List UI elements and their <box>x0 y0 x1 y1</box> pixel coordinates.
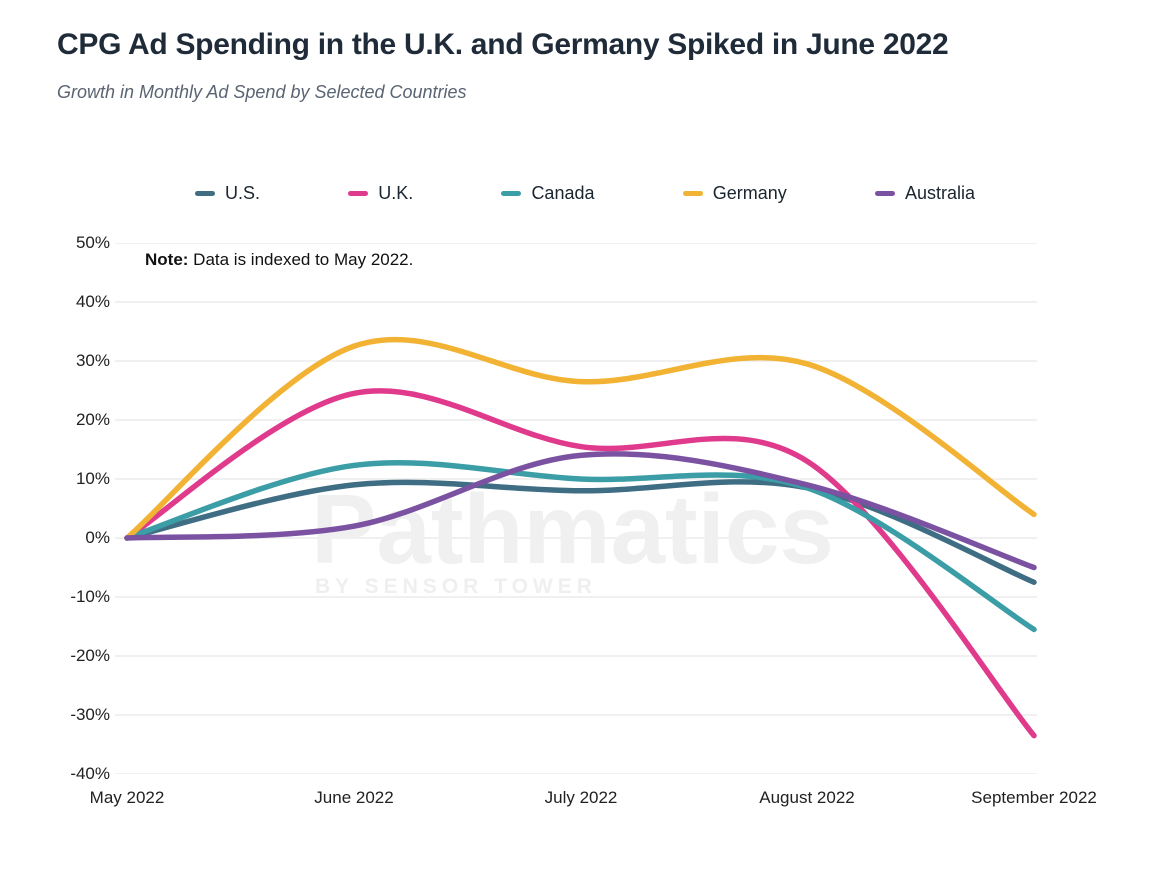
australia-series-line <box>124 451 1037 571</box>
legend-label: Canada <box>531 183 595 203</box>
legend-label: Germany <box>712 183 787 203</box>
canada-legend-swatch-icon <box>501 191 522 196</box>
y-axis-label: -10% <box>70 587 110 606</box>
australia-legend-swatch-icon <box>874 191 895 196</box>
series-lines-svg <box>124 336 1037 739</box>
y-axis-label: 0% <box>85 528 110 547</box>
note-annotation: Note: Data is indexed to May 2022. <box>145 250 413 270</box>
legend-item-canada: Canada <box>501 183 595 204</box>
germany-series-line <box>124 336 1037 541</box>
uk-legend-swatch-icon <box>348 191 369 196</box>
us-series-line <box>124 479 1037 585</box>
y-axis-label: 10% <box>75 469 110 488</box>
page-title: CPG Ad Spending in the U.K. and Germany … <box>57 28 949 61</box>
legend-label: Australia <box>904 183 975 203</box>
x-axis-label: July 2022 <box>544 788 618 807</box>
x-axis-label: September 2022 <box>971 788 1097 807</box>
germany-legend-swatch-icon <box>682 191 703 196</box>
y-axis-label: -20% <box>70 646 110 665</box>
legend-label: U.K. <box>378 183 414 203</box>
y-axis-label: -40% <box>70 764 110 783</box>
x-axis-label: May 2022 <box>89 788 165 807</box>
note-text: Data is indexed to May 2022. <box>188 250 414 269</box>
watermark-byline: BY SENSOR TOWER <box>315 575 597 598</box>
legend-item-germany: Germany <box>682 183 787 204</box>
y-axis-label: 20% <box>75 410 110 429</box>
y-axis-label: 40% <box>75 292 110 311</box>
page-subtitle: Growth in Monthly Ad Spend by Selected C… <box>57 82 467 102</box>
note-label: Note: <box>145 250 189 269</box>
legend-item-australia: Australia <box>874 183 975 204</box>
y-axis-label: 50% <box>75 233 110 252</box>
legend-item-us: U.S. <box>195 183 260 204</box>
legend-label: U.S. <box>225 183 261 203</box>
watermark-logo: Pathmatics <box>311 474 834 584</box>
x-axis-label: June 2022 <box>314 788 394 807</box>
gridlines-svg <box>115 243 1037 774</box>
plot-area: Pathmatics BY SENSOR TOWER <box>115 243 1037 774</box>
y-axis-label: 30% <box>75 351 110 370</box>
x-axis-label: August 2022 <box>759 788 855 807</box>
legend: U.S. U.K. Canada Germany Australia <box>195 183 975 204</box>
uk-series-line <box>124 388 1037 739</box>
y-axis-label: -30% <box>70 705 110 724</box>
canada-series-line <box>124 459 1037 633</box>
us-legend-swatch-icon <box>195 191 215 196</box>
legend-item-uk: U.K. <box>348 183 413 204</box>
